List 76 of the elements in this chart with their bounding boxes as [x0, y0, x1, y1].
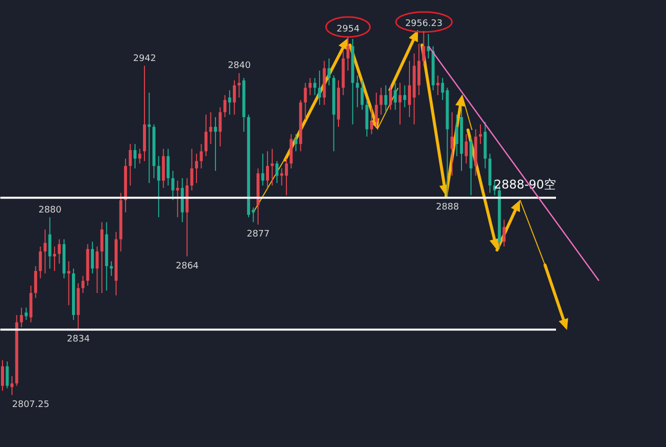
candlestick	[294, 134, 298, 152]
annotation: 2877	[246, 230, 270, 240]
annotation: 2880	[38, 205, 62, 216]
candlestick	[450, 112, 454, 176]
annotation: 2954	[336, 24, 360, 34]
candlestick	[38, 246, 42, 279]
candlestick	[190, 148, 194, 191]
candlestick	[261, 153, 264, 186]
candlestick	[81, 275, 84, 294]
text: 2807.25	[12, 400, 50, 410]
candlestick	[384, 84, 388, 113]
candlestick	[214, 116, 217, 172]
candlestick	[478, 124, 482, 144]
candlestick	[270, 148, 274, 186]
candlestick	[100, 222, 104, 294]
candlestick	[403, 84, 406, 108]
candlestick	[380, 87, 383, 116]
candlestick	[171, 170, 174, 201]
candlestick	[389, 84, 392, 110]
candlestick	[157, 156, 160, 218]
candlestick	[48, 216, 52, 270]
candlestick	[67, 260, 70, 306]
candlestick	[398, 82, 402, 125]
candlestick	[96, 246, 99, 294]
annotation: 2942	[133, 54, 156, 64]
candlestick	[394, 82, 397, 110]
candlestick	[422, 31, 426, 66]
candlestick	[204, 114, 208, 157]
candlestick	[10, 376, 14, 395]
annotation: 2864	[176, 261, 199, 272]
candlestick	[238, 72, 241, 98]
annotation: 2834	[66, 334, 90, 345]
candlestick	[34, 266, 38, 298]
candlestick	[110, 260, 113, 276]
candlestick	[252, 206, 255, 223]
candlestick	[275, 160, 278, 184]
candlestick	[304, 82, 307, 120]
candlestick	[20, 307, 23, 328]
candlestick	[228, 90, 232, 116]
candlestick	[24, 307, 28, 320]
candlestick	[166, 148, 170, 186]
candlestick	[209, 112, 212, 144]
candlestick	[313, 77, 316, 96]
candlestick	[53, 246, 56, 272]
candlestick	[138, 148, 142, 164]
candlestick	[502, 219, 506, 248]
candlestick	[44, 228, 47, 274]
candlestick	[134, 143, 137, 169]
candlestick	[441, 77, 444, 100]
candlestick	[346, 36, 350, 72]
candlestick	[360, 80, 364, 110]
annotation: 2956.23	[405, 19, 442, 29]
candlestick	[1, 360, 4, 392]
candlestick	[370, 106, 374, 135]
candlestick	[200, 143, 203, 169]
candlestick	[266, 150, 270, 188]
candlestick	[464, 134, 468, 164]
annotation: 2840	[228, 61, 251, 72]
candlestick	[176, 180, 180, 218]
candlestick	[284, 158, 288, 196]
candlestick	[328, 58, 331, 86]
candlestick	[195, 153, 198, 184]
candlestick	[58, 238, 61, 264]
candlestick	[90, 241, 94, 274]
candlestick	[318, 70, 322, 106]
candlestick	[128, 143, 132, 186]
candlestick	[232, 80, 236, 116]
candlestick	[374, 92, 378, 128]
candlestick	[356, 75, 359, 108]
candlestick	[218, 106, 222, 147]
candlestick	[6, 360, 9, 389]
candlestick	[436, 75, 440, 96]
candlestick	[148, 92, 151, 184]
annotation: 2888	[436, 202, 460, 213]
candlestick	[223, 94, 226, 118]
candlestick	[308, 77, 312, 96]
